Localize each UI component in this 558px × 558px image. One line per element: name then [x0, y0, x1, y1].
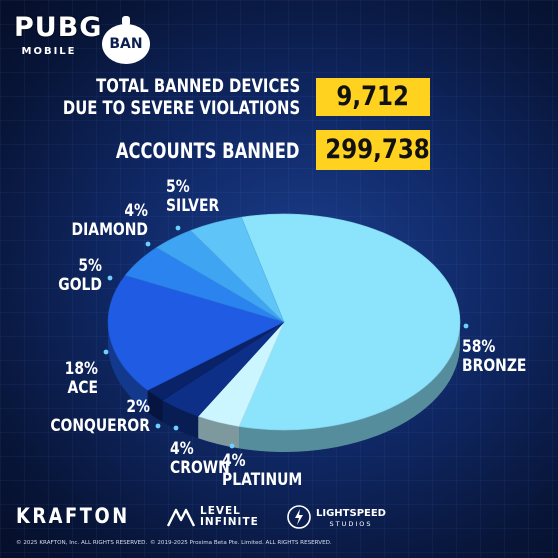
pct-label-platinum: 4% — [222, 451, 246, 471]
banned-devices-label: TOTAL BANNED DEVICES DUE TO SEVERE VIOLA… — [63, 75, 300, 119]
accounts-banned-value-box: 299,738 — [316, 130, 430, 170]
label-dot-crown — [173, 425, 179, 431]
label-dot-platinum — [229, 443, 235, 449]
pct-label-bronze: 58% — [462, 337, 496, 357]
name-label-diamond: DIAMOND — [72, 220, 149, 240]
lightspeed-line1: LIGHTSPEED — [316, 508, 386, 519]
pie-side-platinum — [198, 416, 240, 449]
lightspeed-icon — [287, 505, 311, 529]
label-dot-bronze — [463, 323, 469, 329]
pct-label-gold: 5% — [78, 256, 102, 276]
pct-label-diamond: 4% — [124, 201, 148, 221]
pie-side-ace — [108, 322, 148, 413]
accounts-banned-value: 299,738 — [325, 134, 430, 165]
ban-badge: BAN — [100, 14, 152, 66]
label-dot-diamond — [145, 241, 151, 247]
name-label-gold: GOLD — [58, 275, 102, 295]
pct-label-conqueror: 2% — [126, 397, 150, 417]
lightspeed-line2: STUDIOS — [329, 520, 373, 528]
name-label-crown: CROWN — [170, 458, 230, 478]
copyright-krafton: © 2025 KRAFTON, Inc. ALL RIGHTS RESERVED… — [16, 540, 148, 546]
copyright-proxima: © 2019-2025 Proxima Beta Pte. Limited. A… — [150, 540, 332, 546]
name-label-platinum: PLATINUM — [222, 470, 302, 490]
pct-label-ace: 18% — [65, 359, 99, 379]
pie-slice-silver — [190, 216, 285, 323]
name-label-bronze: BRONZE — [462, 356, 526, 376]
label-dot-conqueror — [155, 423, 161, 429]
ban-badge-knob — [122, 16, 130, 26]
pie-side-crown — [162, 400, 199, 439]
level-infinite-line2: INFINITE — [200, 516, 259, 528]
pie-side-walls — [108, 322, 460, 452]
banned-devices-value: 9,712 — [336, 81, 410, 112]
banned-devices-value-box: 9,712 — [316, 78, 430, 116]
label-dot-gold — [107, 275, 113, 281]
banned-devices-label-line1: TOTAL BANNED DEVICES — [96, 75, 300, 97]
pct-label-silver: 5% — [166, 177, 190, 197]
lightspeed-studios-logo: LIGHTSPEED STUDIOS — [316, 508, 386, 530]
level-infinite-icon — [166, 508, 196, 527]
name-label-conqueror: CONQUEROR — [50, 416, 150, 436]
ban-badge-circle — [102, 24, 150, 64]
accounts-banned-label: ACCOUNTS BANNED — [116, 139, 300, 163]
banned-devices-label-line2: DUE TO SEVERE VIOLATIONS — [62, 97, 300, 119]
pie-labels: 58%BRONZE4%PLATINUM4%CROWN2%CONQUEROR18%… — [50, 177, 526, 490]
pie-top-faces — [107, 213, 461, 431]
pct-label-crown: 4% — [170, 439, 194, 459]
name-label-silver: SILVER — [166, 196, 219, 216]
pie-side-bronze — [239, 322, 460, 452]
label-dot-ace — [103, 349, 109, 355]
label-dot-silver — [175, 225, 181, 231]
pie-slice-bronze — [238, 213, 461, 431]
mobile-logo-text: MOBILE — [21, 46, 77, 57]
level-infinite-line1: LEVEL — [200, 505, 241, 517]
name-label-ace: ACE — [67, 378, 98, 398]
pie-slice-ace — [107, 274, 285, 391]
krafton-logo: KRAFTON — [16, 504, 130, 528]
level-infinite-logo: LEVEL INFINITE — [200, 506, 259, 528]
ban-badge-label: BAN — [109, 36, 143, 52]
